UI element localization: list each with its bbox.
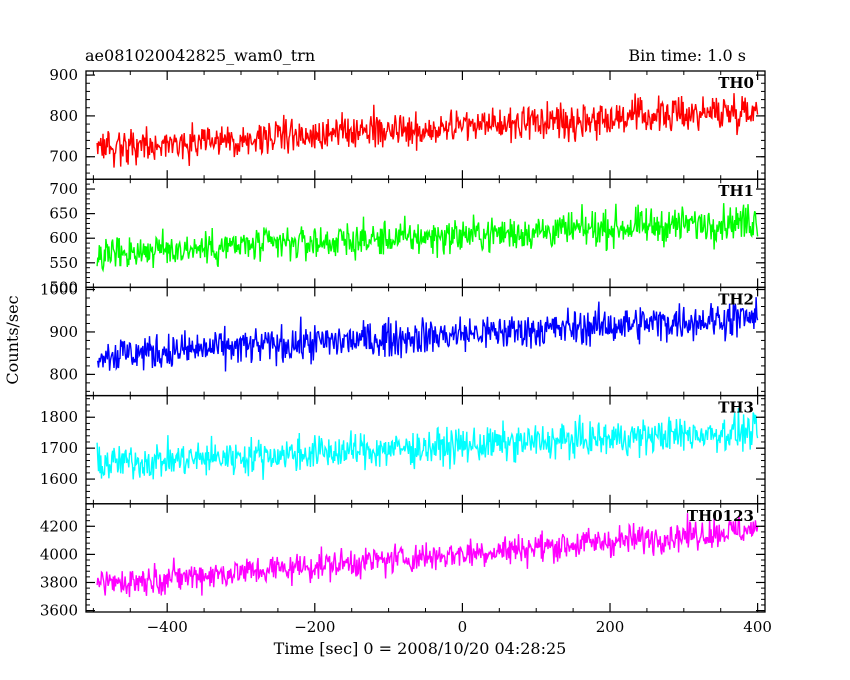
x-tick-label: 200 — [596, 618, 625, 636]
y-tick-label: 900 — [49, 323, 78, 341]
y-axis-title: Counts/sec — [3, 295, 22, 384]
panel-label-th2: TH2 — [718, 290, 754, 308]
y-tick-label: 700 — [49, 180, 78, 198]
panel-label-th3: TH3 — [718, 399, 754, 417]
series-line-th3 — [96, 407, 759, 480]
y-tick-label: 800 — [49, 107, 78, 125]
x-tick-label: 400 — [743, 618, 772, 636]
y-tick-label: 550 — [49, 254, 78, 272]
panel-label-th0: TH0 — [718, 74, 754, 92]
y-tick-label: 500 — [49, 278, 78, 296]
series-line-th2 — [96, 297, 759, 372]
series-line-th0123 — [96, 513, 759, 598]
panel-label-th1: TH1 — [718, 182, 754, 200]
y-tick-label: 1700 — [40, 439, 78, 457]
y-tick-label: 1600 — [40, 470, 78, 488]
y-tick-label: 900 — [49, 66, 78, 84]
x-tick-label: −400 — [147, 618, 188, 636]
y-tick-label: 800 — [49, 365, 78, 383]
panels-group: 700 800 900 TH0 500 550 600 650 700 TH1 800 900 1000… — [40, 66, 766, 620]
chart-title: ae081020042825_wam0_trn — [85, 46, 315, 65]
series-line-th1 — [96, 203, 759, 273]
y-tick-label: 3800 — [40, 573, 78, 591]
x-tick-label: −200 — [294, 618, 335, 636]
x-tick-label: 0 — [458, 618, 468, 636]
panel-th3: 1600 1700 1800 TH3 — [40, 394, 766, 505]
y-tick-label: 700 — [49, 148, 78, 166]
y-tick-label: 4000 — [40, 545, 78, 563]
y-tick-label: 650 — [49, 205, 78, 223]
y-tick-label: 1000 — [40, 281, 78, 299]
x-axis-title: Time [sec] 0 = 2008/10/20 04:28:25 — [274, 639, 567, 658]
panel-th0123: 3600 3800 4000 4200 TH0123 — [40, 503, 766, 620]
y-tick-label: 1800 — [40, 408, 78, 426]
bin-time-label: Bin time: 1.0 s — [628, 46, 746, 65]
panel-label-th0123: TH0123 — [687, 507, 754, 525]
y-tick-label: 600 — [49, 229, 78, 247]
y-tick-label: 4200 — [40, 517, 78, 535]
series-line-th0 — [96, 93, 759, 168]
x-axis: −400 −200 0 200 400 — [147, 618, 772, 636]
y-tick-label: 3600 — [40, 602, 78, 620]
